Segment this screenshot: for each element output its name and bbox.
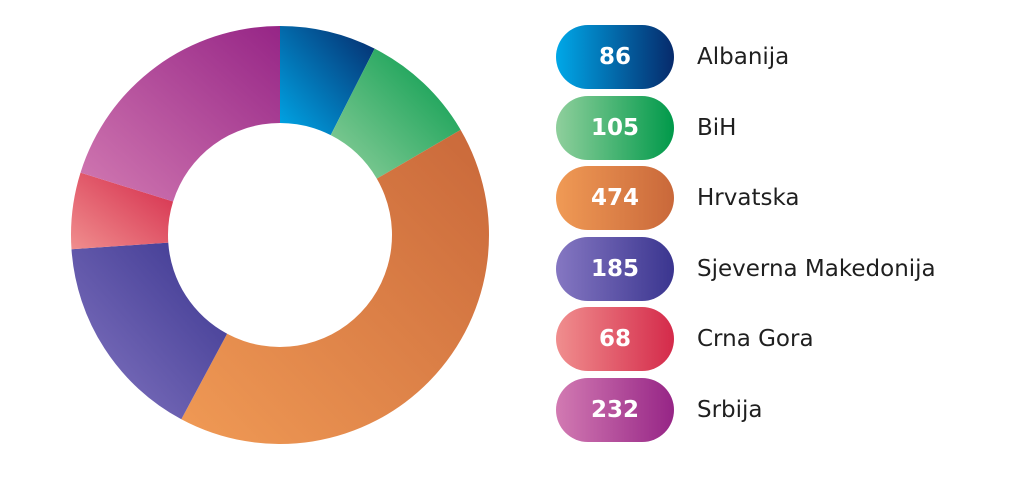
donut-slices (70, 26, 489, 444)
legend-value-badge: 232 (556, 377, 674, 442)
legend-value-badge: 105 (556, 95, 674, 160)
legend-value-badge: 68 (556, 307, 674, 372)
slice-hrvatska (181, 129, 489, 444)
legend-item-hrvatska: 474 Hrvatska (556, 166, 996, 231)
slice-crna-gora (70, 172, 174, 250)
legend-value-badge: 86 (556, 25, 674, 89)
legend-label: BiH (697, 114, 737, 141)
slice-bih (330, 48, 461, 179)
legend-item-bih: 105 BiH (556, 95, 996, 160)
legend-item-albanija: 86 Albanija (556, 25, 996, 89)
legend-item-crna-gora: 68 Crna Gora (556, 307, 996, 372)
legend-value-badge: 474 (556, 166, 674, 231)
slice-sjeverna-makedonija (71, 242, 228, 420)
legend-label: Srbija (697, 396, 763, 423)
legend-label: Crna Gora (697, 326, 814, 353)
legend-label: Albanija (697, 44, 790, 70)
legend-item-srbija: 232 Srbija (556, 377, 996, 442)
legend-label: Sjeverna Makedonija (697, 255, 936, 282)
legend-item-sjeverna-makedonija: 185 Sjeverna Makedonija (556, 236, 996, 301)
legend-label: Hrvatska (697, 185, 800, 212)
donut-chart (70, 26, 489, 444)
slice-srbija (80, 26, 280, 202)
chart-legend: 86 Albanija 105 BiH 474 Hrvatska 185 Sjeverna M… (556, 25, 996, 449)
legend-value-badge: 185 (556, 236, 674, 301)
slice-albanija (280, 26, 375, 136)
